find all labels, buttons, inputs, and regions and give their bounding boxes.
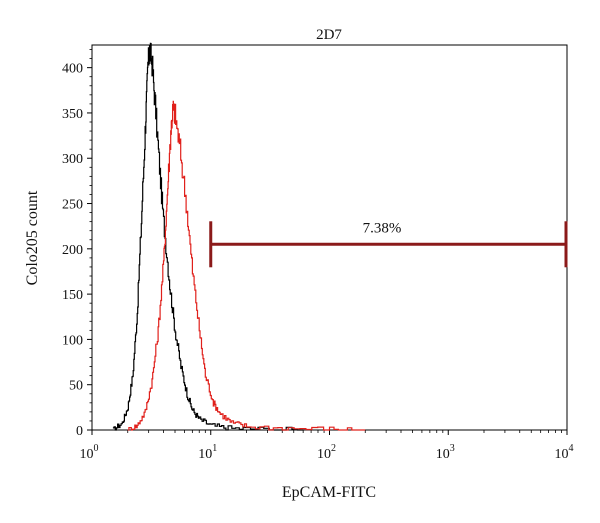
gate-label: 7.38% <box>363 220 402 236</box>
x-tick-label: 104 <box>555 443 574 462</box>
y-tick-label: 400 <box>62 62 83 77</box>
y-tick-label: 150 <box>62 288 83 303</box>
plot-frame <box>91 44 568 431</box>
x-tick-label: 102 <box>317 443 336 462</box>
chart-title: 2D7 <box>316 27 342 43</box>
x-tick-label: 100 <box>80 443 99 462</box>
plot-area: 0 50 100 150 200 250 300 350 400 100 101 102 103 104 7… <box>62 42 574 462</box>
y-axis-label: Colo205 count <box>24 190 41 285</box>
y-tick-label: 100 <box>62 333 83 348</box>
x-tick-label: 103 <box>436 443 455 462</box>
y-tick-label: 0 <box>76 424 83 439</box>
x-axis-label: EpCAM-FITC <box>282 484 376 501</box>
series-line-red <box>127 100 366 431</box>
y-tick-label: 200 <box>62 243 83 258</box>
y-tick-label: 300 <box>62 152 83 167</box>
series-line-black <box>112 42 304 431</box>
x-tick-label: 101 <box>198 443 217 462</box>
y-tick-label: 250 <box>62 198 83 213</box>
y-tick-label: 50 <box>69 379 83 394</box>
y-tick-label: 350 <box>62 107 83 122</box>
